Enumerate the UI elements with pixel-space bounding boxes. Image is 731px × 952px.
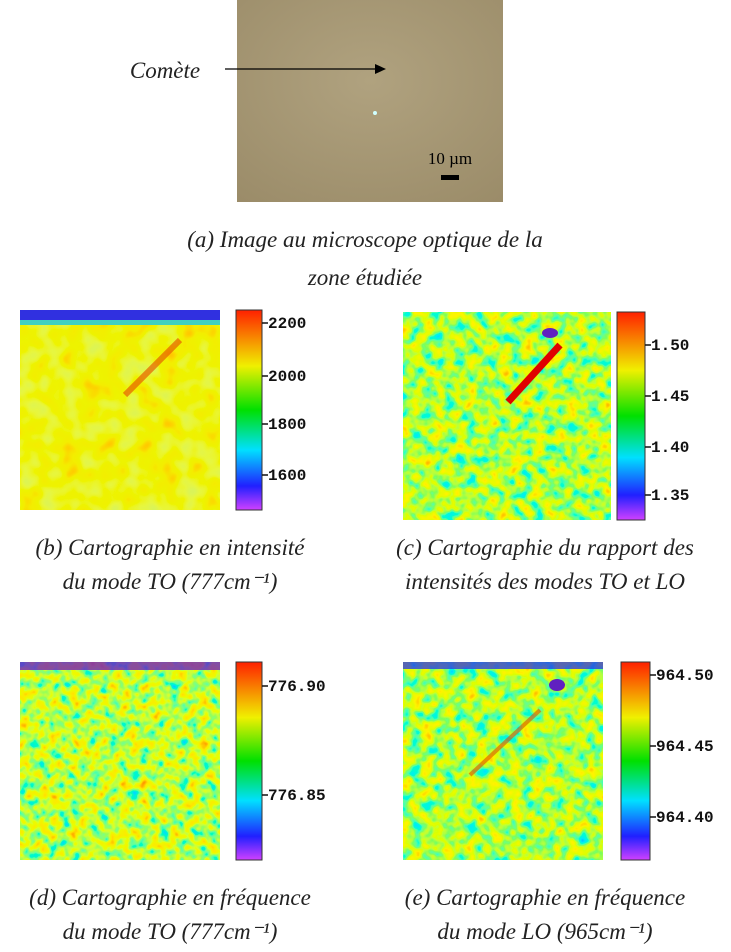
colorbar-label: 964.45 bbox=[656, 738, 714, 756]
comet-streak bbox=[122, 337, 183, 398]
map-edge bbox=[20, 320, 220, 325]
arrow-head bbox=[375, 64, 386, 74]
colorbar-label: 776.85 bbox=[268, 787, 326, 805]
caption: (e) Cartographie en fréquence bbox=[405, 885, 685, 910]
colorbar-label: 1800 bbox=[268, 416, 306, 434]
caption: (d) Cartographie en fréquence bbox=[29, 885, 311, 910]
colorbar-label: 964.40 bbox=[656, 809, 714, 827]
scale-bar bbox=[441, 175, 459, 180]
colorbar-label: 2200 bbox=[268, 315, 306, 333]
colorbar-label: 964.50 bbox=[656, 667, 714, 685]
colorbar bbox=[235, 661, 263, 861]
colorbar-label: 1.35 bbox=[651, 487, 689, 505]
scale-label: 10 µm bbox=[428, 149, 472, 168]
map-image bbox=[20, 662, 220, 860]
colorbar-label: 776.90 bbox=[268, 678, 326, 696]
comet-head bbox=[542, 328, 558, 338]
map-edge bbox=[20, 310, 220, 322]
map-edge bbox=[20, 662, 220, 670]
caption: du mode TO (777cm⁻¹) bbox=[63, 569, 278, 594]
map-image bbox=[403, 662, 603, 860]
caption: (c) Cartographie du rapport des bbox=[396, 535, 694, 560]
colorbar bbox=[235, 309, 263, 511]
colorbar bbox=[616, 311, 646, 521]
colorbar-label: 1600 bbox=[268, 467, 306, 485]
colorbar bbox=[620, 661, 651, 861]
map-image bbox=[20, 310, 220, 510]
colorbar-ticks bbox=[262, 322, 268, 476]
caption: (a) Image au microscope optique de la bbox=[187, 227, 543, 252]
map-image bbox=[403, 312, 611, 520]
microscope-image bbox=[237, 0, 503, 202]
colorbar-label: 1.45 bbox=[651, 388, 689, 406]
colorbar-label: 1.50 bbox=[651, 337, 689, 355]
comet-streak bbox=[505, 342, 563, 405]
caption: du mode TO (777cm⁻¹) bbox=[63, 919, 278, 944]
colorbar-label: 1.40 bbox=[651, 439, 689, 457]
caption: intensités des modes TO et LO bbox=[405, 569, 685, 594]
map-edge bbox=[403, 662, 603, 669]
caption: (b) Cartographie en intensité bbox=[36, 535, 307, 560]
comet-head bbox=[549, 679, 565, 691]
colorbar-label: 2000 bbox=[268, 368, 306, 386]
comet-spot bbox=[373, 111, 377, 115]
comet-streak bbox=[468, 708, 542, 777]
annotation: Comète bbox=[130, 58, 200, 83]
caption: du mode LO (965cm⁻¹) bbox=[437, 919, 652, 944]
caption: zone étudiée bbox=[307, 265, 422, 290]
